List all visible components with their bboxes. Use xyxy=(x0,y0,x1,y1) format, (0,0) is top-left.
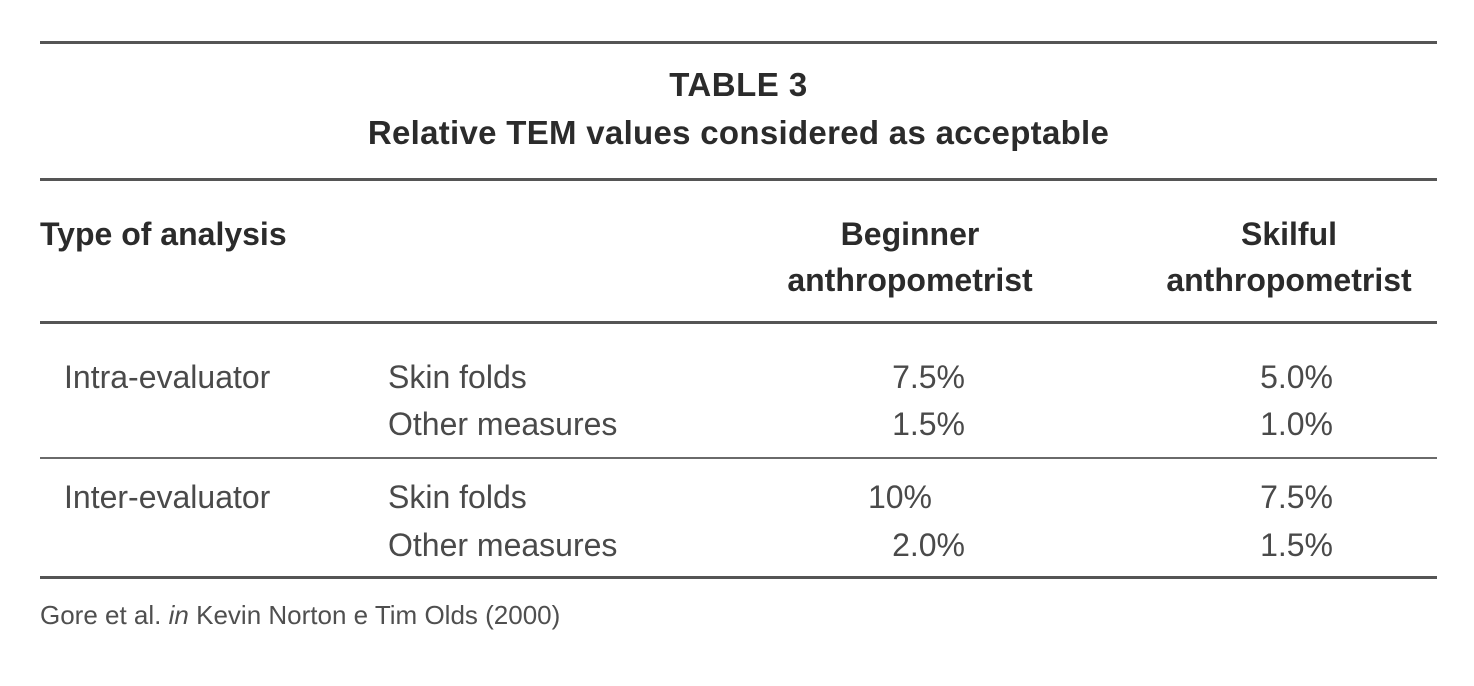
table-row-beginner-value: 10% xyxy=(867,479,932,515)
table-row-measure: Skin folds xyxy=(388,359,527,395)
table-row-measure: Other measures xyxy=(388,406,618,442)
group-label-inter-evaluator: Inter-evaluator xyxy=(64,479,271,515)
table-row-measure: Skin folds xyxy=(388,479,527,515)
table-row-beginner-value: 7.5% xyxy=(892,359,965,395)
table-row-beginner-value: 1.5% xyxy=(892,406,965,442)
header-bottom-rule xyxy=(40,321,1437,324)
table-number: TABLE 3 xyxy=(669,66,808,103)
source-suffix: Kevin Norton e Tim Olds (2000) xyxy=(196,600,561,630)
source-prefix: Gore et al. xyxy=(40,600,162,630)
table-row-skilful-value: 7.5% xyxy=(1260,479,1333,515)
table-top-rule xyxy=(40,41,1437,44)
table-row-measure: Other measures xyxy=(388,527,618,563)
group-label-intra-evaluator: Intra-evaluator xyxy=(64,359,271,395)
table-row-skilful-value: 1.0% xyxy=(1260,406,1333,442)
header-beginner-line1: Beginner xyxy=(840,216,980,252)
header-skilful-line2: anthropometrist xyxy=(1166,262,1412,298)
header-skilful: Skilful anthropometrist xyxy=(1124,211,1454,303)
header-beginner: Beginner anthropometrist xyxy=(745,211,1075,303)
header-beginner-line2: anthropometrist xyxy=(787,262,1033,298)
header-type-of-analysis: Type of analysis xyxy=(40,216,287,252)
table-title: Relative TEM values considered as accept… xyxy=(367,114,1110,151)
table-row-skilful-value: 1.5% xyxy=(1260,527,1333,563)
table-row-beginner-value: 2.0% xyxy=(892,527,965,563)
table-row-skilful-value: 5.0% xyxy=(1260,359,1333,395)
header-skilful-line1: Skilful xyxy=(1240,216,1337,252)
table-source-note: Gore et al. in Kevin Norton e Tim Olds (… xyxy=(40,600,560,631)
header-top-rule xyxy=(40,178,1437,181)
table-bottom-rule xyxy=(40,576,1437,579)
group-divider-rule xyxy=(40,457,1437,459)
source-italic: in xyxy=(168,600,189,630)
